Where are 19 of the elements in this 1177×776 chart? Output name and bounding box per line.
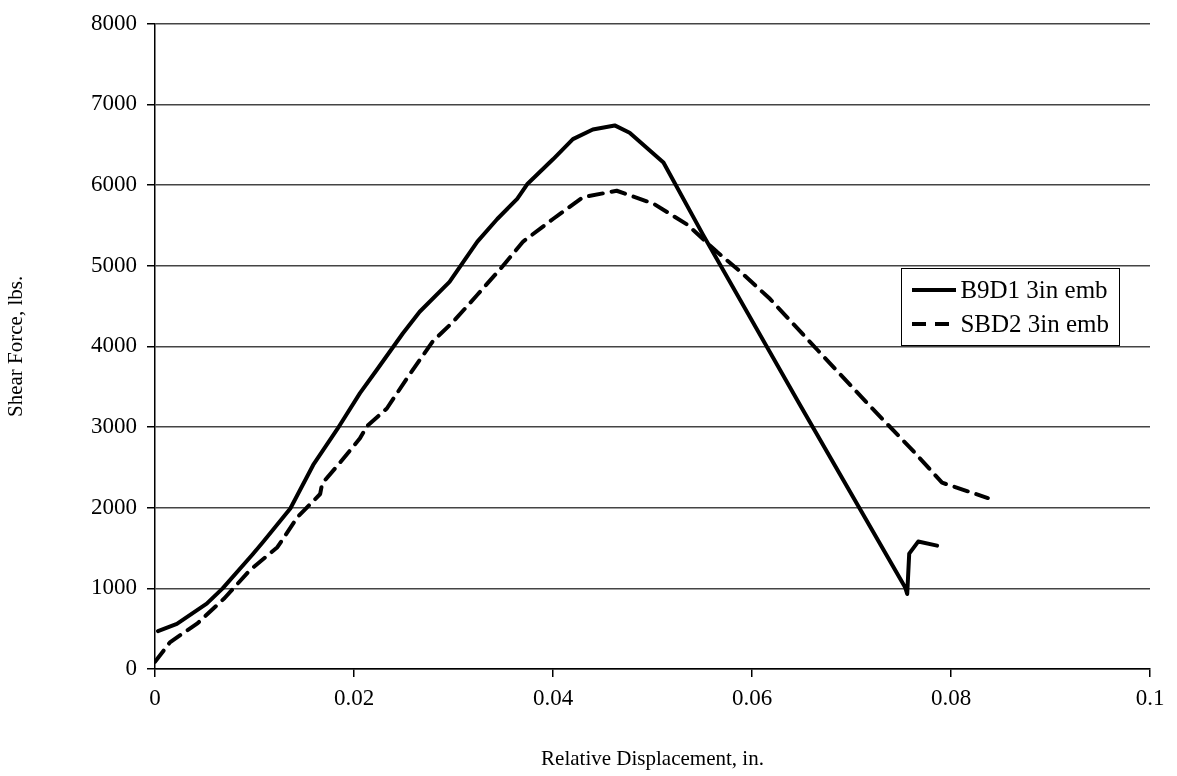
x-tick-label: 0.1 <box>1135 684 1165 710</box>
y-axis-title: Shear Force, lbs. <box>3 275 28 417</box>
x-tick-label: 0.08 <box>930 684 972 710</box>
y-tick-label: 8000 <box>91 9 137 35</box>
y-tick-label: 4000 <box>91 332 137 358</box>
x-tick-label: 0.02 <box>333 684 375 710</box>
y-tick-label: 3000 <box>91 413 137 439</box>
y-tick-label: 5000 <box>91 251 137 277</box>
y-tick-label: 7000 <box>91 90 137 116</box>
y-tick-label: 2000 <box>91 493 137 519</box>
x-tick-label: 0 <box>149 684 161 710</box>
legend-label: SBD2 3in emb <box>960 309 1109 339</box>
legend-label: B9D1 3in emb <box>960 275 1108 305</box>
y-tick-label: 6000 <box>91 171 137 197</box>
x-axis-title: Relative Displacement, in. <box>541 745 764 770</box>
x-tick-label: 0.04 <box>532 684 574 710</box>
x-tick-label: 0.06 <box>731 684 773 710</box>
y-tick-label: 0 <box>125 655 137 681</box>
y-tick-label: 1000 <box>91 574 137 600</box>
